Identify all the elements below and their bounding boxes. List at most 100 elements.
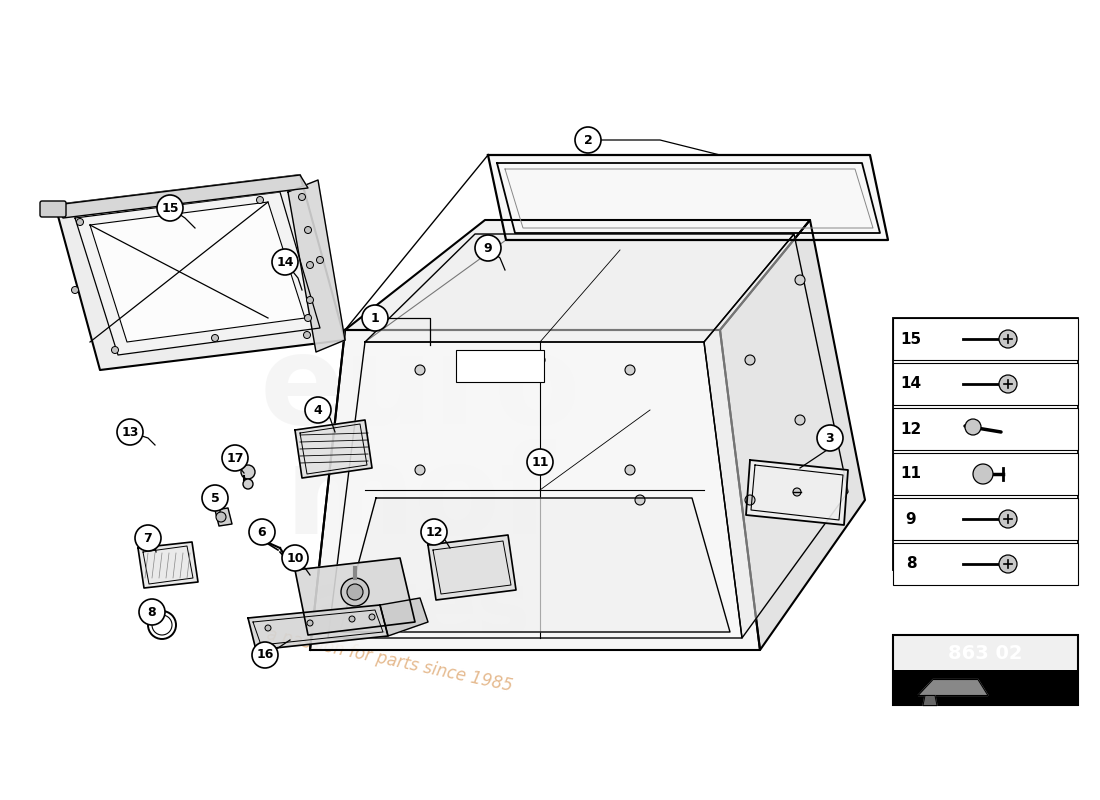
- Circle shape: [817, 425, 843, 451]
- Circle shape: [745, 495, 755, 505]
- Circle shape: [202, 485, 228, 511]
- Circle shape: [965, 419, 981, 435]
- Text: 5: 5: [210, 491, 219, 505]
- Circle shape: [211, 334, 219, 342]
- Bar: [893, 543, 1078, 585]
- Circle shape: [252, 642, 278, 668]
- Text: 2: 2: [584, 134, 593, 146]
- Text: 1: 1: [371, 311, 380, 325]
- Polygon shape: [720, 220, 865, 650]
- Circle shape: [305, 397, 331, 423]
- Polygon shape: [746, 460, 848, 525]
- Circle shape: [307, 620, 314, 626]
- Circle shape: [795, 415, 805, 425]
- Circle shape: [368, 614, 375, 620]
- Circle shape: [298, 194, 306, 201]
- Text: 16: 16: [256, 649, 274, 662]
- Text: 7: 7: [144, 531, 153, 545]
- Text: 10: 10: [286, 551, 304, 565]
- Polygon shape: [488, 155, 888, 240]
- Circle shape: [111, 346, 119, 354]
- Text: ares: ares: [310, 566, 530, 654]
- Circle shape: [341, 578, 368, 606]
- Text: 11: 11: [901, 466, 922, 482]
- Circle shape: [349, 616, 355, 622]
- Circle shape: [625, 465, 635, 475]
- Text: 4: 4: [314, 403, 322, 417]
- Circle shape: [272, 249, 298, 275]
- Circle shape: [222, 445, 248, 471]
- Circle shape: [575, 127, 601, 153]
- Polygon shape: [704, 234, 848, 638]
- Circle shape: [117, 419, 143, 445]
- Circle shape: [307, 262, 314, 269]
- Text: 12: 12: [426, 526, 442, 538]
- Circle shape: [307, 297, 314, 303]
- Circle shape: [415, 365, 425, 375]
- Circle shape: [172, 209, 178, 215]
- Bar: [893, 670, 1078, 705]
- Circle shape: [72, 286, 78, 294]
- Bar: [893, 318, 1078, 360]
- Text: 9: 9: [484, 242, 493, 254]
- Polygon shape: [214, 508, 232, 526]
- Circle shape: [258, 536, 267, 544]
- Text: 863 02: 863 02: [948, 644, 1023, 662]
- Polygon shape: [288, 180, 345, 352]
- Text: 3: 3: [826, 431, 834, 445]
- Circle shape: [241, 465, 255, 479]
- Circle shape: [249, 519, 275, 545]
- Polygon shape: [328, 342, 742, 638]
- Text: euro: euro: [260, 330, 581, 450]
- Circle shape: [305, 314, 311, 322]
- Bar: [893, 363, 1078, 405]
- Text: 9: 9: [905, 511, 916, 526]
- Circle shape: [139, 599, 165, 625]
- Text: 14: 14: [901, 377, 922, 391]
- Polygon shape: [310, 330, 760, 650]
- Polygon shape: [379, 598, 428, 636]
- Text: a passion for parts since 1985: a passion for parts since 1985: [265, 625, 515, 695]
- Circle shape: [362, 305, 388, 331]
- Polygon shape: [295, 558, 415, 635]
- FancyBboxPatch shape: [40, 201, 66, 217]
- Circle shape: [157, 195, 183, 221]
- Polygon shape: [923, 695, 937, 706]
- FancyBboxPatch shape: [893, 635, 1078, 705]
- Circle shape: [265, 625, 271, 631]
- Circle shape: [256, 197, 264, 203]
- Circle shape: [793, 488, 801, 496]
- Polygon shape: [295, 420, 372, 478]
- Circle shape: [346, 584, 363, 600]
- Circle shape: [77, 218, 84, 226]
- Polygon shape: [428, 535, 516, 600]
- Circle shape: [304, 331, 310, 338]
- Circle shape: [795, 275, 805, 285]
- Bar: [893, 408, 1078, 450]
- Polygon shape: [75, 192, 320, 355]
- Circle shape: [635, 495, 645, 505]
- Bar: [893, 498, 1078, 540]
- Text: 12: 12: [901, 422, 922, 437]
- Polygon shape: [138, 542, 198, 588]
- Circle shape: [745, 355, 755, 365]
- Text: mof: mof: [285, 439, 556, 561]
- Text: 17: 17: [227, 451, 244, 465]
- Circle shape: [527, 449, 553, 475]
- Polygon shape: [365, 234, 794, 342]
- Text: 14: 14: [276, 255, 294, 269]
- Circle shape: [282, 545, 308, 571]
- Polygon shape: [55, 175, 308, 218]
- Circle shape: [317, 257, 323, 263]
- Circle shape: [999, 330, 1018, 348]
- Circle shape: [216, 512, 225, 522]
- Circle shape: [535, 355, 544, 365]
- Bar: [893, 453, 1078, 495]
- Circle shape: [243, 479, 253, 489]
- Polygon shape: [345, 220, 810, 330]
- Text: 15: 15: [901, 331, 922, 346]
- Text: 13: 13: [121, 426, 139, 438]
- Text: 6: 6: [257, 526, 266, 538]
- Circle shape: [148, 611, 176, 639]
- Circle shape: [625, 365, 635, 375]
